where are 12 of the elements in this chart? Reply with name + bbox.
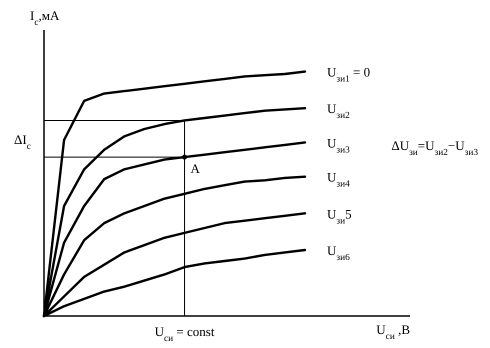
- text: ΔI$_{c}$: [14, 132, 31, 152]
- y-axis-title: I$_{c}$,мА: [30, 8, 60, 28]
- series-label: U$_{зи3}$: [327, 135, 350, 156]
- text: ΔU$_{зи}$=U$_{зи2}$−U$_{зи3}$: [391, 138, 478, 158]
- x-axis-title: U$_{си}$ ,В: [376, 322, 410, 342]
- annotation: A: [190, 161, 201, 176]
- series-label: U$_{зи}$5: [327, 206, 352, 226]
- series-label: U$_{зи6}$: [327, 243, 350, 263]
- series-label: U$_{зи4}$: [327, 170, 350, 190]
- series-label: U$_{зи2}$: [327, 101, 350, 122]
- text: U$_{си}$ = const: [154, 324, 215, 344]
- series-label: U$_{зи1}$ = 0: [327, 64, 370, 85]
